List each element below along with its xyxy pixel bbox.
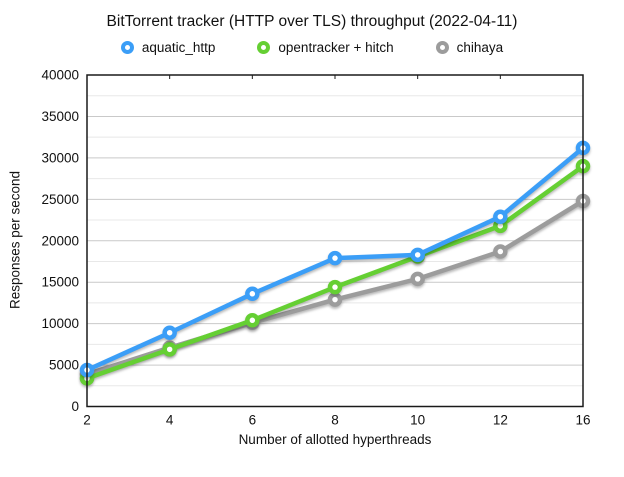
y-tick-label: 40000 bbox=[41, 68, 79, 83]
legend-item-aquatic-http: aquatic_http bbox=[120, 40, 216, 55]
data-point-marker bbox=[162, 325, 177, 340]
x-tick-label: 6 bbox=[249, 413, 257, 428]
legend-item-label: chihaya bbox=[456, 40, 504, 55]
gridlines bbox=[87, 95, 583, 387]
data-point-marker bbox=[327, 279, 343, 295]
y-tick-labels: 0 5000 10000 15000 20000 25000 30000 35000 40000 bbox=[41, 68, 79, 415]
chihaya-marker-icon bbox=[435, 41, 449, 54]
x-tick-labels: 2 4 6 8 10 12 16 bbox=[83, 413, 590, 428]
x-tick-label: 8 bbox=[331, 413, 339, 428]
x-tick-label: 4 bbox=[166, 413, 174, 428]
data-point-marker bbox=[162, 342, 177, 357]
opentracker-hitch-marker-icon bbox=[257, 41, 271, 54]
data-point-marker bbox=[493, 244, 508, 259]
data-point-marker bbox=[410, 247, 425, 263]
data-point-marker bbox=[245, 313, 260, 328]
legend-item-label: aquatic_http bbox=[141, 40, 216, 55]
x-tick-label: 12 bbox=[493, 413, 508, 428]
aquatic-http-marker-icon bbox=[120, 41, 134, 54]
series-line bbox=[84, 163, 586, 381]
x-tick-label: 2 bbox=[83, 413, 91, 428]
data-point-marker bbox=[327, 292, 343, 307]
legend-item-label: opentracker + hitch bbox=[278, 40, 394, 55]
y-tick-label: 25000 bbox=[41, 192, 79, 207]
y-tick-label: 20000 bbox=[41, 233, 79, 248]
y-tick-label: 35000 bbox=[41, 109, 79, 124]
legend: aquatic_http opentracker + hitch chihaya bbox=[0, 40, 624, 55]
data-point-marker bbox=[493, 209, 508, 224]
x-axis-title: Number of allotted hyperthreads bbox=[238, 432, 432, 447]
chart-title: BitTorrent tracker (HTTP over TLS) throu… bbox=[106, 13, 518, 30]
plot-frame bbox=[86, 74, 584, 408]
y-axis-title: Responses per second bbox=[7, 170, 23, 310]
legend-item-opentracker-hitch: opentracker + hitch bbox=[257, 40, 394, 55]
data-point-marker bbox=[327, 250, 343, 266]
data-point-marker bbox=[245, 286, 260, 302]
y-tick-label: 10000 bbox=[41, 316, 79, 331]
x-tick-label: 16 bbox=[575, 413, 590, 428]
y-tick-label: 5000 bbox=[49, 358, 79, 373]
legend-item-chihaya: chihaya bbox=[435, 40, 504, 55]
y-tick-label: 0 bbox=[71, 399, 79, 414]
series-aquatic-http bbox=[79, 140, 591, 378]
y-tick-label: 30000 bbox=[41, 150, 79, 165]
x-tick-label: 10 bbox=[410, 413, 425, 428]
y-tick-label: 15000 bbox=[41, 275, 79, 290]
data-point-marker bbox=[410, 271, 425, 287]
